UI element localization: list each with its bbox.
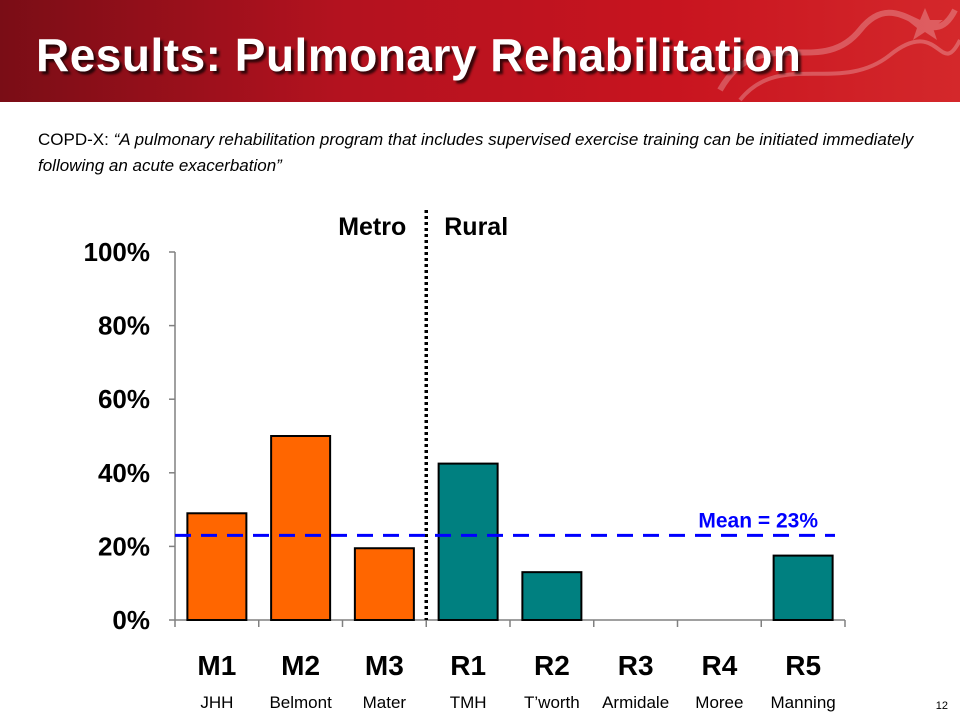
bar-chart: 0% 20% 40% 60% 80% 100% M1 JHH M2 Belmont M3 Mater R…	[84, 210, 846, 712]
site-label: Moree	[695, 693, 743, 712]
bar-r1	[437, 462, 499, 621]
site-label: Belmont	[269, 693, 332, 712]
site-label: TMH	[450, 693, 487, 712]
bar-r5	[772, 554, 834, 622]
x-category-label: M2	[281, 650, 320, 681]
x-category-label: R2	[534, 650, 570, 681]
site-label: Armidale	[602, 693, 669, 712]
title-banner: Results: Pulmonary Rehabilitation	[0, 0, 960, 102]
group-label-rural: Rural	[444, 213, 508, 241]
group-label-metro: Metro	[338, 213, 406, 241]
y-tick-label: 100%	[84, 237, 151, 267]
bar-m3	[353, 547, 415, 621]
x-category-label: R1	[450, 650, 486, 681]
y-tick-label: 40%	[98, 458, 150, 488]
x-category-label: R4	[701, 650, 737, 681]
x-category-label: M3	[365, 650, 404, 681]
y-tick-label: 20%	[98, 531, 150, 561]
x-category-label: R3	[618, 650, 654, 681]
bar-m2	[270, 435, 332, 621]
site-label: Manning	[771, 693, 836, 712]
y-tick-label: 60%	[98, 384, 150, 414]
site-label: T’worth	[524, 693, 580, 712]
slide-title: Results: Pulmonary Rehabilitation	[36, 29, 802, 81]
page-number: 12	[935, 700, 948, 712]
site-label: Mater	[363, 693, 407, 712]
bar-m1	[186, 512, 248, 621]
y-tick-label: 80%	[98, 311, 150, 341]
site-label: JHH	[200, 693, 233, 712]
bar-r2	[521, 571, 583, 622]
x-category-label: R5	[785, 650, 821, 681]
subtitle-quote: “A pulmonary rehabilitation program that…	[38, 130, 914, 175]
x-category-label: M1	[197, 650, 236, 681]
slide-subtitle: COPD-X: “A pulmonary rehabilitation prog…	[38, 127, 938, 179]
subtitle-prefix: COPD-X:	[38, 130, 114, 149]
mean-label: Mean = 23%	[698, 509, 818, 532]
banner-decoration-icon	[717, 8, 960, 102]
y-tick-label: 0%	[112, 605, 150, 635]
